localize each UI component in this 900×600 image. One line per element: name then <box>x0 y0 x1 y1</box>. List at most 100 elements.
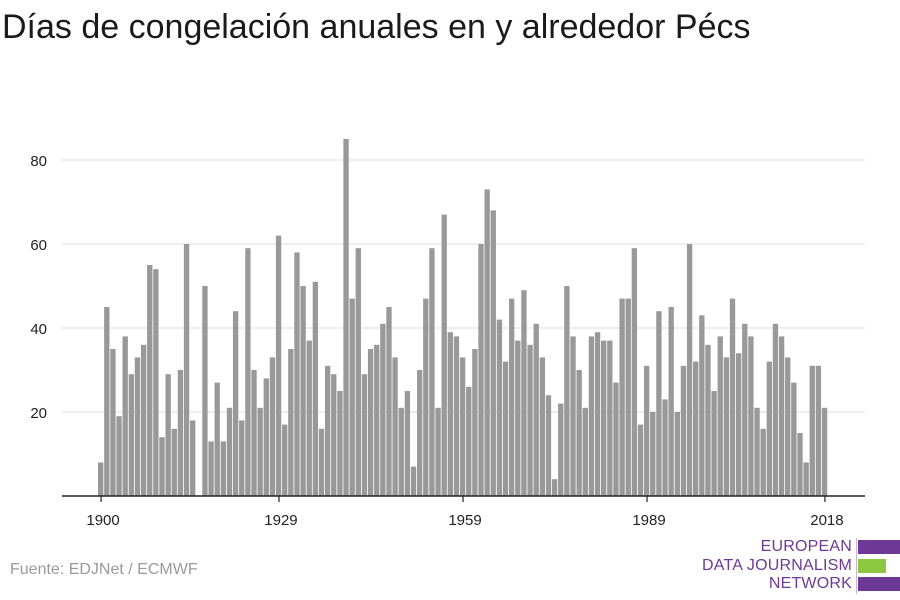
bar <box>435 407 441 496</box>
bar <box>705 344 711 496</box>
bar <box>367 349 374 496</box>
bar <box>686 244 693 496</box>
bar <box>533 323 539 496</box>
bar <box>551 479 558 496</box>
bar <box>165 374 171 496</box>
bar <box>392 357 398 496</box>
bar <box>472 349 478 496</box>
source-note: Fuente: EDJNet / ECMWF <box>10 561 198 578</box>
bar <box>564 286 570 496</box>
edjnet-logo: EUROPEAN DATA JOURNALISM NETWORK <box>700 538 900 594</box>
bar <box>214 382 220 496</box>
bar <box>232 311 239 496</box>
bar <box>239 420 245 496</box>
bar <box>312 281 319 496</box>
bar <box>711 391 717 496</box>
bar <box>245 248 251 496</box>
bar <box>337 391 343 496</box>
bar <box>374 344 380 496</box>
bar <box>110 349 116 496</box>
bar <box>668 307 674 496</box>
bar <box>515 340 521 496</box>
bar <box>803 462 809 496</box>
bar <box>625 298 631 496</box>
bar <box>447 332 453 496</box>
bar <box>821 407 828 496</box>
bar <box>539 357 546 496</box>
bar <box>570 336 576 496</box>
bar <box>300 286 306 496</box>
bar <box>637 424 644 496</box>
logo-line-1: EUROPEAN <box>760 538 852 555</box>
bar <box>662 399 668 496</box>
bar <box>754 407 760 496</box>
logo-bar-middle <box>858 559 886 573</box>
bar <box>208 441 214 496</box>
bar <box>128 374 135 496</box>
bar <box>386 307 392 496</box>
logo-text: EUROPEAN DATA JOURNALISM NETWORK <box>702 538 852 594</box>
x-tick-label: 2018 <box>810 512 843 529</box>
bar <box>226 407 233 496</box>
bar <box>294 252 300 496</box>
bar <box>735 353 742 496</box>
bar <box>171 428 177 496</box>
bar <box>459 357 466 496</box>
bar <box>631 248 638 496</box>
bar <box>785 357 791 496</box>
bar <box>748 336 754 496</box>
bar <box>355 248 361 496</box>
bar <box>509 298 515 496</box>
logo-bar-top <box>858 540 900 554</box>
bar <box>134 357 141 496</box>
y-tick-label: 40 <box>30 321 47 338</box>
chart-title: Días de congelación anuales en y alreded… <box>2 8 751 46</box>
logo-divider <box>856 538 857 594</box>
bar <box>545 395 552 496</box>
x-tick-labels: 1900 1929 1959 1989 2018 <box>86 512 843 529</box>
bar <box>159 437 165 496</box>
x-tick-label: 1929 <box>264 512 297 529</box>
bar <box>502 361 509 496</box>
bar <box>717 336 723 496</box>
bar <box>607 340 613 496</box>
bar <box>122 336 128 496</box>
bar <box>766 361 772 496</box>
bar <box>429 248 435 496</box>
bar <box>324 365 331 496</box>
bar <box>809 365 815 496</box>
bar <box>656 311 662 496</box>
y-tick-label: 80 <box>30 153 47 170</box>
bar <box>416 370 423 496</box>
bar <box>496 319 503 496</box>
bar <box>288 349 294 496</box>
x-tick-label: 1900 <box>86 512 119 529</box>
bar <box>466 386 472 496</box>
bar <box>594 332 601 496</box>
bar <box>778 336 785 496</box>
bar <box>791 382 797 496</box>
bar <box>183 244 190 496</box>
bar <box>619 298 625 496</box>
bar <box>361 374 368 496</box>
bar <box>643 365 650 496</box>
bar <box>613 382 619 496</box>
bar <box>104 307 110 496</box>
bar <box>699 315 705 496</box>
bar <box>453 336 460 496</box>
bar <box>521 290 527 496</box>
bar <box>263 378 269 496</box>
bar <box>558 403 564 496</box>
bar <box>318 428 325 496</box>
bar <box>441 214 447 496</box>
bar <box>153 269 159 496</box>
bar <box>484 189 490 496</box>
bar <box>576 370 582 496</box>
logo-line-2: DATA JOURNALISM <box>702 556 852 574</box>
bar <box>772 323 779 496</box>
bar <box>331 374 337 496</box>
y-tick-labels: 20 40 60 80 <box>30 153 47 422</box>
bar <box>650 412 656 496</box>
bar <box>478 244 484 496</box>
bar <box>423 298 429 496</box>
